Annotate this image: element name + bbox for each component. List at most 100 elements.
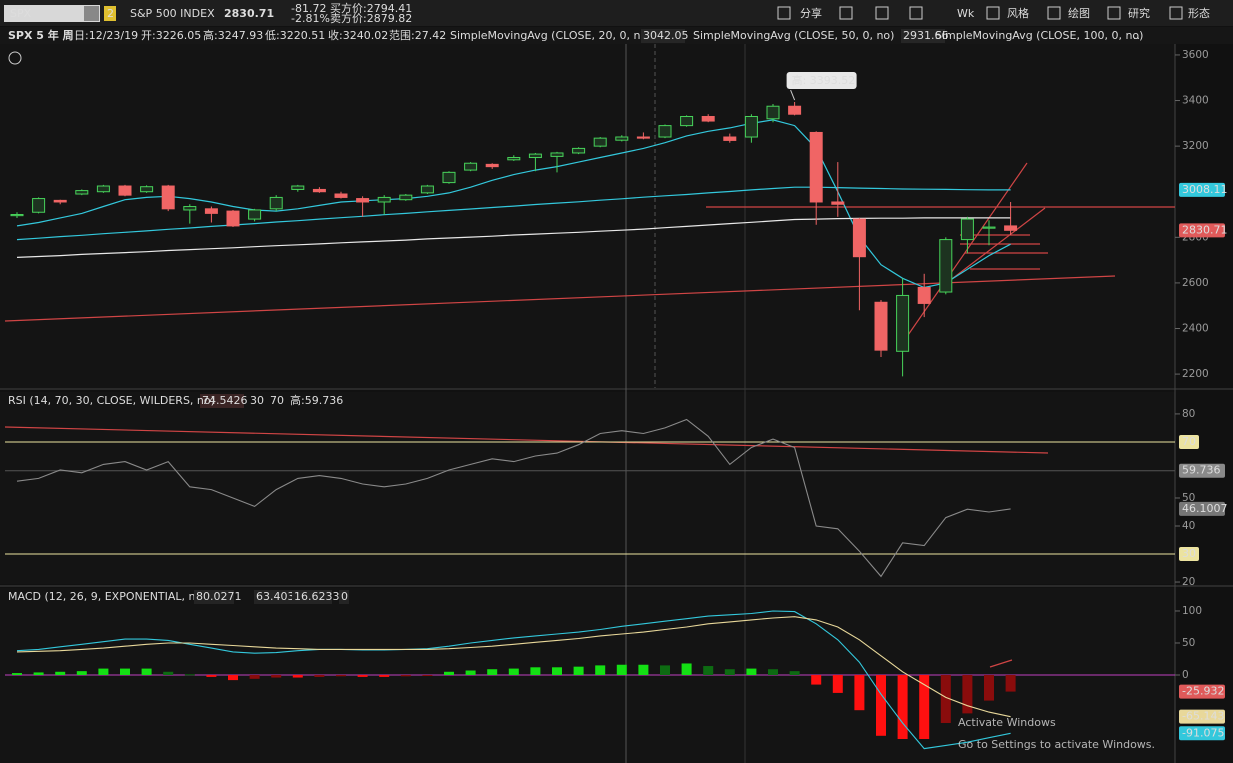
info-close: 收:3240.02 (328, 28, 388, 42)
price-marker-label: -91.075 (1182, 726, 1224, 739)
symbol-box[interactable] (4, 5, 100, 22)
price-marker-label: 3008.11 (1182, 183, 1228, 196)
toolbar-button[interactable]: 绘图 (1068, 6, 1090, 20)
histogram-bar (55, 671, 66, 675)
histogram-bar (962, 674, 973, 714)
watermark-subtitle: Go to Settings to activate Windows. (958, 738, 1155, 751)
legend-entry: SimpleMovingAvg (CLOSE, 50, 0, no) (693, 29, 894, 42)
candle-body (939, 239, 953, 293)
histogram-bar (746, 668, 757, 675)
rsi-panel (0, 392, 1175, 584)
histogram-bar (12, 673, 22, 675)
histogram-bar (444, 671, 454, 675)
histogram-bar (33, 672, 44, 675)
moving-average (16, 186, 1011, 241)
legend-entry: SimpleMovingAvg (CLOSE, 20, 0, no) (450, 29, 651, 42)
y-tick-label: 20 (1182, 576, 1195, 588)
toolbar-icon[interactable] (1169, 6, 1183, 20)
histogram-bar (292, 674, 303, 678)
y-tick-label: 2600 (1182, 277, 1209, 289)
y-tick-label: 80 (1182, 408, 1195, 420)
trendlines (4, 162, 1175, 668)
histogram-bar (206, 674, 217, 677)
toolbar-button[interactable]: 研究 (1128, 6, 1150, 20)
toolbar-button[interactable]: 形态 (1188, 7, 1210, 20)
toolbar-icon[interactable] (777, 6, 791, 20)
annotation-leader (790, 89, 796, 101)
y-tick-label: 40 (1182, 520, 1195, 532)
histogram-bar (811, 674, 822, 685)
symbol-input[interactable]: SPX (10, 7, 32, 20)
candle-body (658, 125, 672, 138)
candle-body (334, 193, 348, 198)
info-symbol: SPX 5 年 周 (8, 28, 74, 42)
toolbar-button[interactable]: Wk (957, 7, 975, 20)
candle-body (10, 214, 24, 217)
header-value-box (292, 590, 332, 604)
toolbar-icon[interactable] (839, 6, 853, 20)
candle-body (680, 115, 694, 127)
histogram-bar (120, 668, 130, 675)
study-value: 0 (341, 590, 348, 603)
toolbar-icon[interactable] (1047, 6, 1061, 20)
histogram-bar (422, 674, 433, 676)
candle-body (550, 152, 564, 157)
candle-body (636, 136, 650, 139)
info-date: 日:12/23/19 (74, 29, 138, 42)
candle-body (183, 206, 197, 211)
price-marker-label: 59.736 (1182, 464, 1221, 477)
macd-line (16, 616, 1011, 718)
legend-value-box (641, 29, 685, 43)
candle-body (723, 136, 737, 141)
header-value-box (339, 590, 349, 604)
y-tick-label: 3200 (1182, 140, 1209, 152)
y-tick-label: 3600 (1182, 49, 1209, 61)
alert-icon[interactable] (8, 51, 22, 65)
candle-body (226, 210, 240, 227)
candle-body (464, 162, 478, 171)
candle-body (593, 137, 607, 147)
symbol-dropdown[interactable] (84, 6, 99, 21)
study-value: 70 (270, 394, 284, 407)
y-tick-label: 2200 (1182, 368, 1209, 380)
candle-body (960, 218, 974, 241)
histogram-bar (854, 674, 865, 711)
histogram-bar (508, 668, 519, 675)
histogram-bar (681, 663, 692, 675)
link-badge[interactable] (104, 6, 116, 21)
moving-average (16, 119, 1011, 289)
histogram-bar (336, 674, 346, 677)
high-annotation: 高: 3393.52 (792, 73, 856, 87)
study-value: 高:59.736 (290, 393, 343, 407)
info-low: 低:3220.51 (265, 29, 325, 42)
study-value: 63.4038 (256, 590, 302, 603)
y-tick-label: 3400 (1182, 95, 1209, 107)
candle-body (917, 286, 931, 304)
candle-body (852, 218, 866, 258)
y-tick-label: 50 (1182, 492, 1195, 504)
candle-body (507, 157, 521, 161)
price-marker-label: -25.932 (1182, 685, 1224, 698)
bid: 买方价:2794.41 (330, 1, 412, 15)
histogram-bar (314, 674, 325, 677)
histogram-bar (940, 674, 951, 723)
y-tick-label: 50 (1182, 637, 1195, 649)
candle-body (53, 199, 67, 203)
price-marker (1179, 684, 1225, 699)
toolbar-icon[interactable] (1107, 6, 1121, 20)
candle-body (1004, 225, 1018, 231)
toolbar-icon[interactable] (875, 6, 889, 20)
legend-value-box (901, 29, 945, 43)
rsi-line (16, 418, 1011, 578)
histogram-bar (163, 671, 174, 675)
toolbar-button[interactable]: 分享 (800, 6, 822, 20)
toolbar-icon[interactable] (986, 6, 1000, 20)
histogram-bar (984, 674, 994, 701)
candle-body (615, 136, 629, 141)
candle-body (75, 190, 89, 195)
candle-body (356, 198, 370, 203)
price-marker (1179, 463, 1225, 478)
toolbar-button[interactable]: 风格 (1007, 6, 1029, 20)
toolbar-icon[interactable] (909, 6, 923, 20)
